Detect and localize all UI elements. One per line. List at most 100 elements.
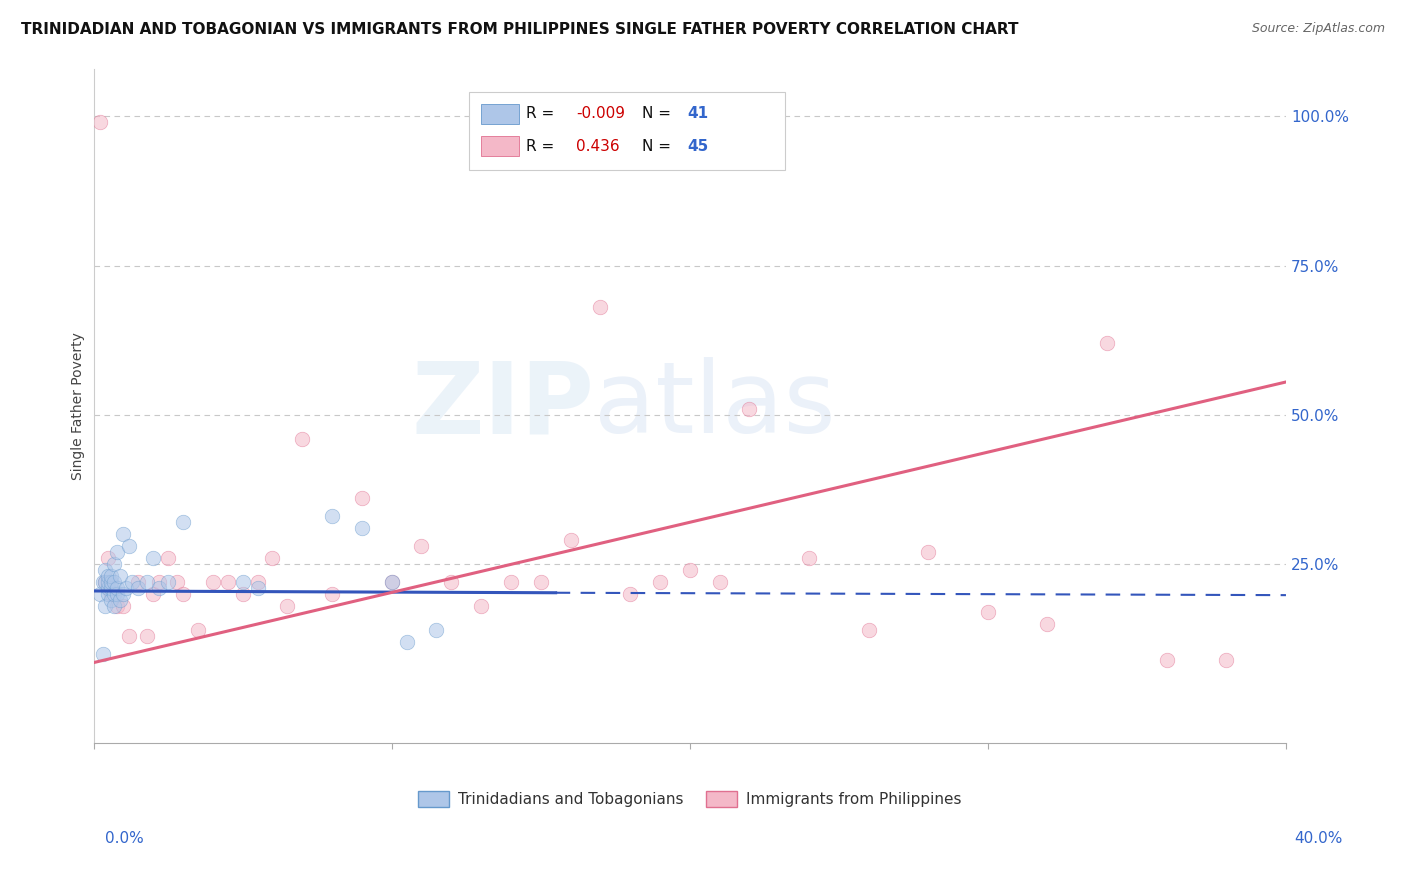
Point <box>187 623 209 637</box>
Point <box>1156 652 1178 666</box>
Point <box>321 509 343 524</box>
Text: N =: N = <box>643 106 676 121</box>
FancyBboxPatch shape <box>470 92 785 169</box>
Point <box>107 581 129 595</box>
Point <box>797 551 820 566</box>
Y-axis label: Single Father Poverty: Single Father Poverty <box>72 332 86 480</box>
Point <box>425 623 447 637</box>
Point <box>321 587 343 601</box>
Point <box>201 574 224 589</box>
Legend: Trinidadians and Tobagonians, Immigrants from Philippines: Trinidadians and Tobagonians, Immigrants… <box>412 785 967 814</box>
Point <box>127 574 149 589</box>
Point <box>232 574 254 589</box>
Point <box>107 599 129 613</box>
Text: 0.436: 0.436 <box>576 138 620 153</box>
Point <box>381 574 404 589</box>
Point <box>648 574 671 589</box>
Point <box>589 301 612 315</box>
Point <box>166 574 188 589</box>
Point <box>246 574 269 589</box>
Point <box>127 581 149 595</box>
Point <box>103 599 125 613</box>
Point <box>112 527 135 541</box>
Point <box>100 574 122 589</box>
Point <box>530 574 553 589</box>
Text: 41: 41 <box>688 106 709 121</box>
Text: atlas: atlas <box>595 358 837 454</box>
Point <box>115 581 138 595</box>
Point <box>112 599 135 613</box>
Point <box>350 491 373 506</box>
Point <box>103 587 125 601</box>
Point <box>470 599 492 613</box>
Point <box>709 574 731 589</box>
Point <box>148 581 170 595</box>
Point <box>110 569 132 583</box>
Point <box>89 587 111 601</box>
Text: -0.009: -0.009 <box>576 106 626 121</box>
Point <box>103 574 125 589</box>
Point <box>136 629 159 643</box>
Point <box>157 574 180 589</box>
Point <box>97 581 120 595</box>
Point <box>97 551 120 566</box>
Point <box>679 563 702 577</box>
Text: 45: 45 <box>688 138 709 153</box>
Point <box>395 634 418 648</box>
Point <box>118 629 141 643</box>
Text: R =: R = <box>526 106 560 121</box>
Text: R =: R = <box>526 138 560 153</box>
FancyBboxPatch shape <box>481 103 519 124</box>
Point <box>100 587 122 601</box>
Point <box>100 581 122 595</box>
Point <box>107 545 129 559</box>
Point <box>1215 652 1237 666</box>
Point <box>381 574 404 589</box>
Text: TRINIDADIAN AND TOBAGONIAN VS IMMIGRANTS FROM PHILIPPINES SINGLE FATHER POVERTY : TRINIDADIAN AND TOBAGONIAN VS IMMIGRANTS… <box>21 22 1018 37</box>
Point <box>246 581 269 595</box>
Point <box>91 574 114 589</box>
Point <box>499 574 522 589</box>
Point <box>172 516 194 530</box>
Point <box>89 115 111 129</box>
Point <box>118 539 141 553</box>
Point <box>738 401 761 416</box>
Point <box>440 574 463 589</box>
Point <box>136 574 159 589</box>
Point <box>411 539 433 553</box>
Text: N =: N = <box>643 138 676 153</box>
Point <box>172 587 194 601</box>
FancyBboxPatch shape <box>481 136 519 156</box>
Point <box>148 574 170 589</box>
Point <box>560 533 582 548</box>
Point <box>142 587 165 601</box>
Point <box>94 599 117 613</box>
Point <box>107 587 129 601</box>
Point <box>97 574 120 589</box>
Point <box>103 557 125 571</box>
Point <box>858 623 880 637</box>
Point <box>121 574 143 589</box>
Point <box>276 599 298 613</box>
Point <box>94 574 117 589</box>
Point <box>91 647 114 661</box>
Point <box>291 432 314 446</box>
Point <box>917 545 939 559</box>
Point <box>232 587 254 601</box>
Point <box>142 551 165 566</box>
Point <box>217 574 239 589</box>
Point <box>112 587 135 601</box>
Text: ZIP: ZIP <box>412 358 595 454</box>
Point <box>100 593 122 607</box>
Point <box>1036 616 1059 631</box>
Text: Source: ZipAtlas.com: Source: ZipAtlas.com <box>1251 22 1385 36</box>
Point <box>94 574 117 589</box>
Point <box>97 569 120 583</box>
Text: 0.0%: 0.0% <box>105 831 145 846</box>
Point <box>97 587 120 601</box>
Point <box>100 569 122 583</box>
Point <box>157 551 180 566</box>
Point <box>619 587 641 601</box>
Point <box>110 593 132 607</box>
Point <box>350 521 373 535</box>
